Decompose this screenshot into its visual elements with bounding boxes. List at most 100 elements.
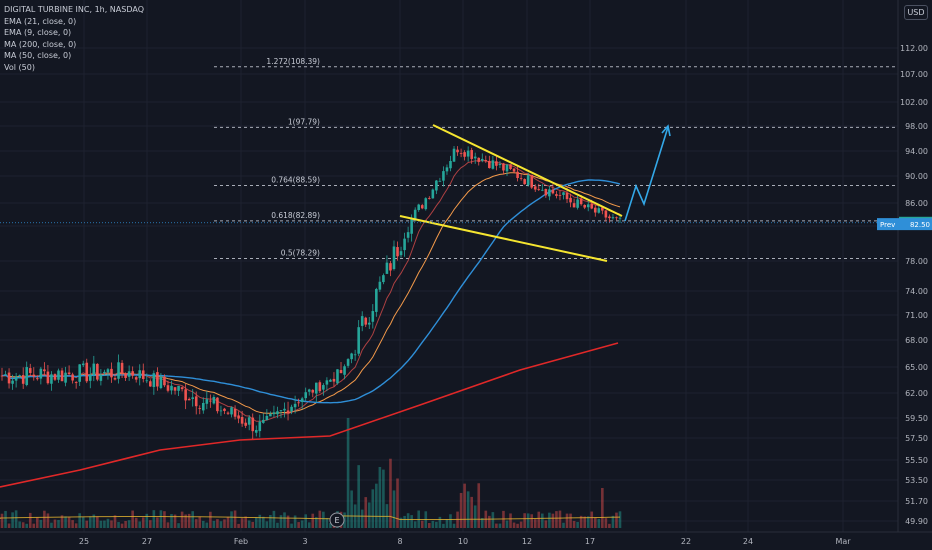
volume-bar	[438, 516, 442, 528]
volume-bar	[558, 510, 562, 528]
candle-body	[39, 368, 43, 379]
volume-bar	[495, 523, 498, 528]
candle-body	[519, 177, 523, 179]
volume-bar	[615, 512, 618, 528]
volume-bar	[579, 515, 583, 528]
volume-bar	[523, 513, 526, 528]
volume-bar	[184, 514, 187, 528]
volume-bar	[470, 496, 473, 528]
candle-body	[410, 218, 413, 234]
candle-body	[583, 204, 586, 208]
volume-bar	[403, 515, 406, 528]
candle-body	[177, 385, 180, 391]
y-tick-label: 74.00	[905, 287, 928, 296]
volume-ma-line	[0, 515, 621, 520]
volume-bar	[491, 512, 495, 528]
candle-body	[53, 374, 57, 380]
volume-bar	[205, 522, 209, 528]
fibonacci-levels[interactable]: 1.272(108.39) 1(97.79) 0.764(88.59) 0.618(8…	[214, 57, 898, 259]
volume-bar	[378, 466, 382, 528]
candle-body	[237, 415, 240, 419]
volume-bar	[276, 522, 279, 528]
volume-bar	[420, 520, 424, 528]
x-tick-label: 12	[522, 537, 532, 546]
volume-bar	[431, 520, 435, 528]
candle-body	[81, 363, 85, 366]
currency-button[interactable]: USD	[904, 5, 928, 20]
candle-body	[131, 371, 134, 376]
candle-body	[371, 311, 375, 322]
candle-body	[590, 203, 594, 209]
volume-bar	[96, 516, 99, 528]
candle-body	[300, 398, 304, 403]
volume-bar	[360, 509, 364, 528]
wedge-upper-line	[432, 124, 623, 217]
volume-bar	[262, 516, 265, 528]
y-tick-label: 49.90	[905, 517, 928, 526]
candle-body	[551, 189, 555, 194]
candle-body	[438, 180, 442, 182]
volume-bar	[329, 523, 332, 528]
candle-body	[71, 374, 74, 381]
candle-body	[406, 232, 410, 238]
volume-bar	[145, 513, 149, 528]
volume-bar	[544, 520, 548, 528]
x-tick-label: 17	[585, 537, 595, 546]
volume-bar	[406, 513, 410, 528]
projection-path	[624, 126, 669, 222]
x-tick-label: 10	[458, 537, 468, 546]
candle-body	[251, 417, 255, 432]
candle-body	[173, 387, 177, 391]
volume-bar	[177, 523, 180, 528]
legend-ema21[interactable]: EMA (21, close, 0)	[4, 16, 77, 26]
candle-body	[212, 396, 216, 404]
drawings[interactable]	[0, 124, 898, 262]
volume-bar	[505, 520, 509, 528]
volume-bar	[88, 516, 92, 528]
legend-ma50[interactable]: MA (50, close, 0)	[4, 51, 72, 60]
volume-bar	[36, 517, 39, 528]
candle-body	[459, 153, 463, 154]
volume-bar	[28, 512, 32, 528]
candle-body	[4, 374, 7, 376]
volume-bar	[442, 523, 445, 528]
earnings-event: E	[329, 512, 345, 528]
legend-ma200[interactable]: MA (200, close, 0)	[4, 39, 77, 49]
candle-body	[329, 379, 332, 382]
volume-bar	[131, 510, 134, 528]
volume-bar	[452, 523, 456, 528]
volume-bar	[92, 514, 96, 528]
y-tick-label: 107.00	[900, 70, 928, 79]
candle-body	[46, 371, 50, 384]
candle-body	[194, 396, 198, 407]
candle-body	[110, 368, 113, 378]
volume-bar	[311, 513, 315, 528]
candle-body	[201, 402, 205, 411]
volume-bar	[435, 521, 438, 528]
candle-body	[569, 197, 572, 203]
volume-bar	[611, 515, 615, 528]
volume-bar	[78, 513, 81, 528]
volume-bar	[498, 523, 502, 528]
candle-body	[262, 419, 265, 423]
candle-body	[166, 385, 170, 391]
volume-bar	[519, 521, 523, 528]
candle-body	[548, 189, 551, 197]
candle-body	[445, 167, 449, 172]
ema9-line	[1, 160, 621, 422]
candle-body	[484, 160, 488, 162]
volume-bar	[286, 515, 290, 528]
volume-bar	[449, 514, 452, 528]
volume-bar	[593, 517, 597, 528]
volume-bar	[548, 512, 551, 528]
legend-ema9[interactable]: EMA (9, close, 0)	[4, 28, 72, 37]
volume-bar	[21, 522, 25, 528]
volume-bar	[194, 519, 198, 528]
candle-body	[565, 192, 569, 200]
candle-body	[442, 171, 445, 181]
volume-bar	[375, 483, 378, 528]
candle-body	[233, 408, 237, 417]
candle-body	[615, 217, 618, 219]
legend-vol[interactable]: Vol (50)	[4, 62, 35, 72]
